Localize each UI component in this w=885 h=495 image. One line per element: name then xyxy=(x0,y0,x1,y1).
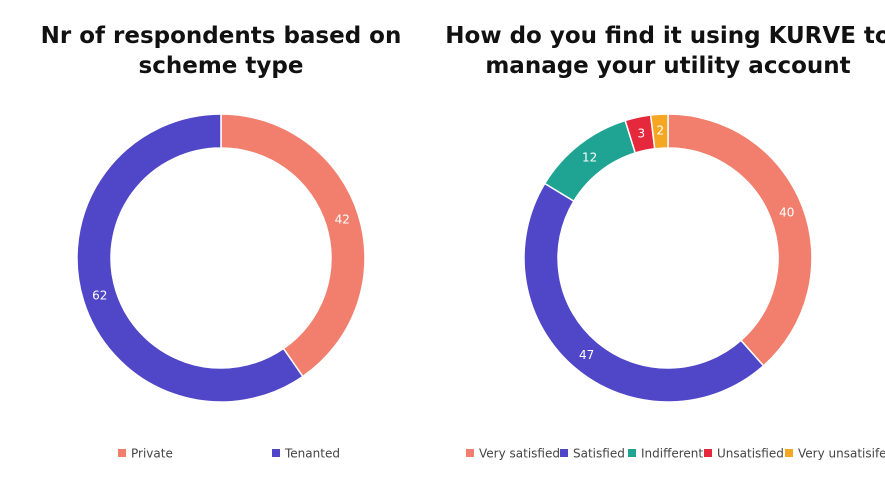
legend-label: Private xyxy=(131,447,173,461)
data-label: 12 xyxy=(582,151,597,165)
legend-marker xyxy=(704,449,712,457)
data-label: 47 xyxy=(579,348,594,362)
legend-marker xyxy=(118,449,126,457)
data-label: 40 xyxy=(779,205,794,219)
data-label: 3 xyxy=(638,126,646,140)
data-label: 62 xyxy=(92,288,107,302)
donut-slice xyxy=(523,182,765,403)
legend-marker xyxy=(628,449,636,457)
data-label: 2 xyxy=(657,124,665,138)
legend-marker xyxy=(272,449,280,457)
legend-marker xyxy=(466,449,474,457)
legend-label: Very satisfied xyxy=(479,447,560,461)
legend-marker xyxy=(785,449,793,457)
donut-slice xyxy=(667,113,813,367)
data-label: 42 xyxy=(335,213,350,227)
legend-label: Very unsatisifed xyxy=(798,447,885,461)
chart-title: scheme type xyxy=(139,53,304,79)
donut-slice xyxy=(220,113,366,378)
legend-label: Satisfied xyxy=(573,447,625,461)
legend-label: Unsatisfied xyxy=(717,447,784,461)
donut-slice xyxy=(76,113,304,403)
chart-title: Nr of respondents based on xyxy=(41,23,402,49)
chart-title: How do you find it using KURVE to xyxy=(445,23,885,49)
legend-label: Tenanted xyxy=(284,447,340,461)
legend-label: Indifferent xyxy=(641,447,703,461)
chart-title: manage your utility account xyxy=(485,53,850,79)
legend-marker xyxy=(560,449,568,457)
donut-slice xyxy=(649,113,669,150)
